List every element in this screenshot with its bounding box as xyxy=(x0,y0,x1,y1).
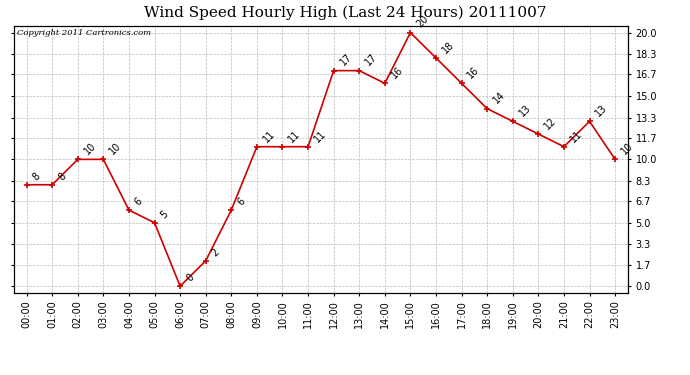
Text: Copyright 2011 Cartronics.com: Copyright 2011 Cartronics.com xyxy=(17,29,151,37)
Text: 5: 5 xyxy=(159,209,170,220)
Text: 13: 13 xyxy=(517,103,533,118)
Text: 17: 17 xyxy=(364,52,380,68)
Text: 14: 14 xyxy=(491,90,507,106)
Text: 11: 11 xyxy=(568,128,584,144)
Text: 11: 11 xyxy=(286,128,302,144)
Text: 10: 10 xyxy=(619,141,635,157)
Text: 12: 12 xyxy=(542,116,558,131)
Text: 2: 2 xyxy=(210,246,221,258)
Text: 8: 8 xyxy=(31,171,42,182)
Text: 6: 6 xyxy=(133,196,144,207)
Text: 16: 16 xyxy=(466,65,482,81)
Text: 11: 11 xyxy=(261,128,277,144)
Text: 6: 6 xyxy=(235,196,247,207)
Text: 13: 13 xyxy=(593,103,609,118)
Text: 16: 16 xyxy=(389,65,405,81)
Text: 8: 8 xyxy=(57,171,68,182)
Text: 10: 10 xyxy=(108,141,124,157)
Text: Wind Speed Hourly High (Last 24 Hours) 20111007: Wind Speed Hourly High (Last 24 Hours) 2… xyxy=(144,6,546,20)
Text: 0: 0 xyxy=(184,272,196,284)
Text: 11: 11 xyxy=(312,128,328,144)
Text: 18: 18 xyxy=(440,39,456,55)
Text: 20: 20 xyxy=(415,14,431,30)
Text: 10: 10 xyxy=(82,141,98,157)
Text: 17: 17 xyxy=(338,52,354,68)
